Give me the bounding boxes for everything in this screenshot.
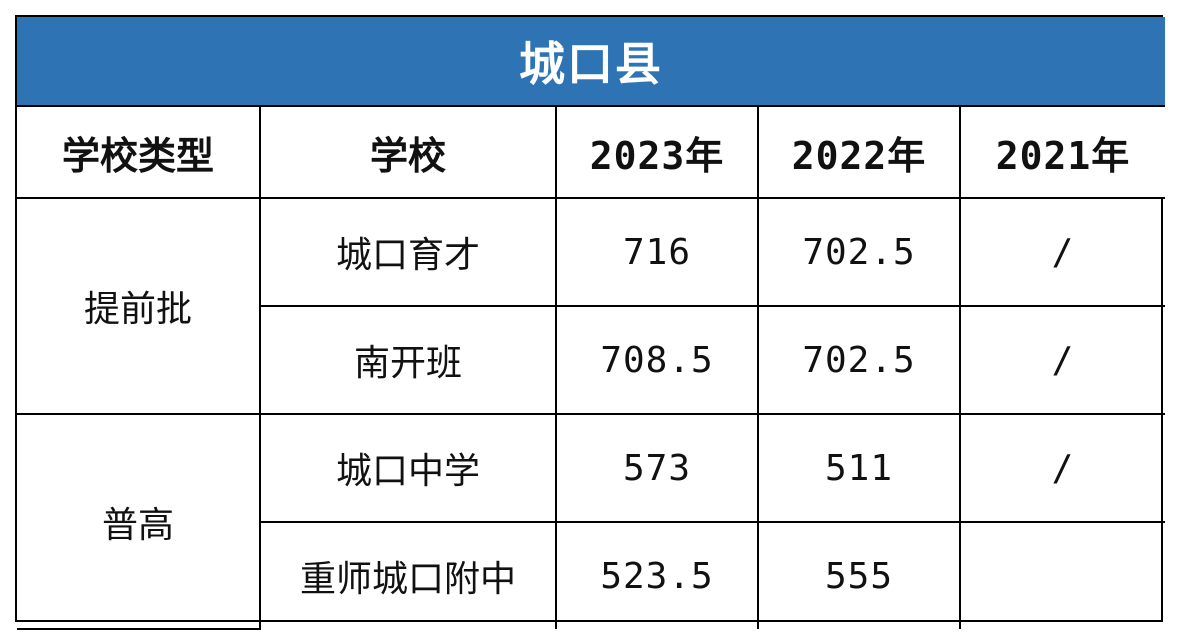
- score-table-container: 城口县 学校类型 学校 2023年 2022年 2021年 提前批 城口育才 7…: [15, 15, 1166, 630]
- score-2021-cell: [958, 521, 1166, 629]
- school-type-cell: 提前批: [17, 197, 261, 415]
- score-2022-cell: 702.5: [757, 305, 961, 415]
- score-2021-cell: /: [958, 305, 1166, 415]
- header-school-type: 学校类型: [17, 105, 261, 199]
- score-2022-cell: 702.5: [757, 197, 961, 307]
- school-name-cell: 重师城口附中: [260, 521, 557, 629]
- school-name-cell: 城口育才: [259, 197, 557, 307]
- header-row: 学校类型 学校 2023年 2022年 2021年: [17, 105, 1166, 199]
- header-2023: 2023年: [555, 105, 759, 199]
- table-row: 提前批 城口育才 716 702.5 /: [17, 197, 1166, 415]
- score-2023-cell: 523.5: [555, 521, 759, 629]
- header-2021: 2021年: [958, 105, 1166, 199]
- score-2021-cell: /: [958, 413, 1166, 523]
- score-2021-cell: /: [958, 197, 1166, 307]
- score-2023-cell: 708.5: [555, 305, 759, 415]
- score-2022-cell: 555: [757, 521, 961, 629]
- school-name-cell: 城口中学: [259, 413, 557, 523]
- score-2022-cell: 511: [757, 413, 961, 523]
- header-2022: 2022年: [757, 105, 961, 199]
- score-table: 城口县 学校类型 学校 2023年 2022年 2021年 提前批 城口育才 7…: [17, 17, 1166, 630]
- school-type-cell: 普高: [17, 413, 261, 630]
- title-row: 城口县: [17, 17, 1166, 107]
- school-name-cell: 南开班: [260, 305, 557, 415]
- score-2023-cell: 573: [555, 413, 759, 523]
- table-row: 普高 城口中学 573 511 /: [17, 413, 1166, 630]
- header-school: 学校: [259, 105, 557, 199]
- table-row: 重师城口附中 523.5 555: [17, 521, 1166, 629]
- table-row: 南开班 708.5 702.5 /: [17, 305, 1166, 415]
- score-2023-cell: 716: [555, 197, 759, 307]
- table-title: 城口县: [17, 17, 1166, 107]
